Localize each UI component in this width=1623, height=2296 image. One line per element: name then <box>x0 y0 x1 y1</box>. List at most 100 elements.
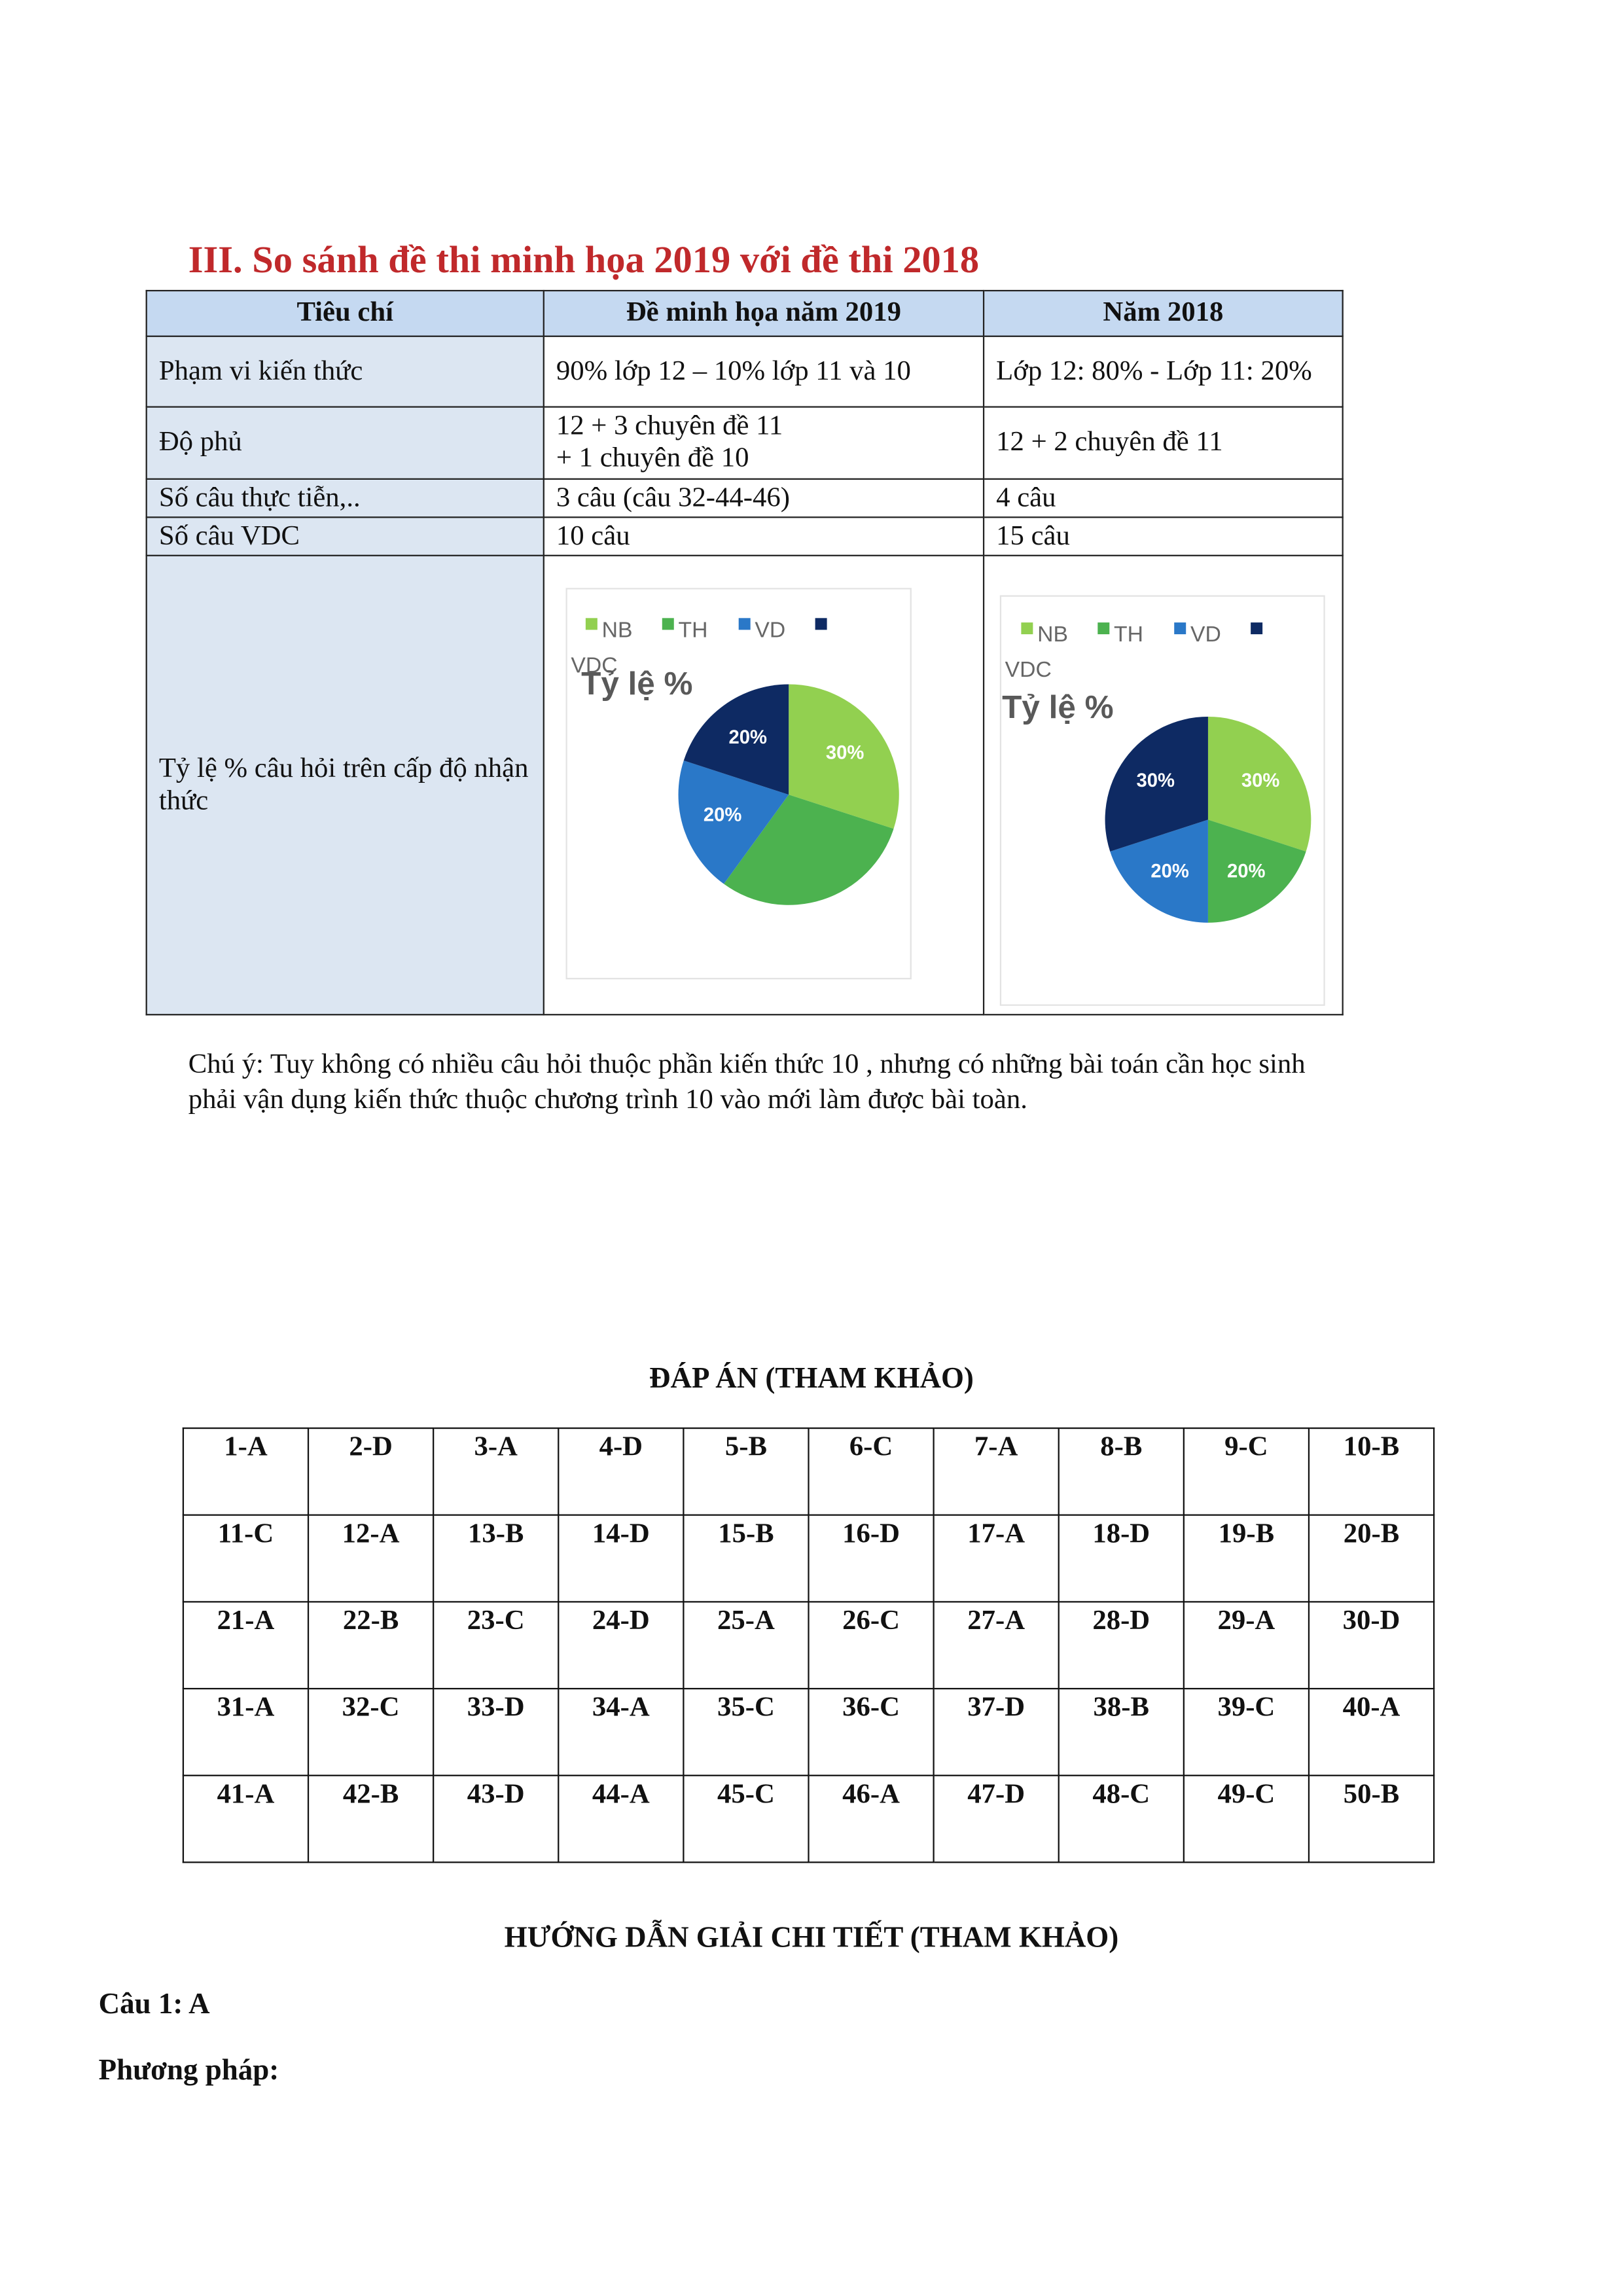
cell: Phạm vi kiến thức <box>145 335 544 408</box>
answer-table: 1-A 2-D 3-A 4-D 5-B 6-C 7-A 8-B 9-C 10-B 11-C 12-A 1… <box>182 1427 1435 1863</box>
answer-cell: 48-C <box>1058 1774 1185 1863</box>
answer-cell: 46-A <box>808 1774 935 1863</box>
slice-label: 30% <box>1241 770 1280 791</box>
answer-cell: 19-B <box>1183 1514 1310 1603</box>
answer-cell: 40-A <box>1308 1687 1435 1776</box>
legend-label: TH <box>1114 622 1143 647</box>
answer-cell: 21-A <box>182 1601 310 1690</box>
cell: Tỷ lệ % câu hỏi trên cấp độ nhận thức <box>145 554 544 1016</box>
legend-swatch <box>1097 622 1110 635</box>
legend-label: VD <box>1190 622 1221 647</box>
answer-cell: 43-D <box>433 1774 560 1863</box>
answer-cell: 6-C <box>808 1427 935 1516</box>
legend-swatch <box>662 618 674 630</box>
answer-cell: 24-D <box>558 1601 685 1690</box>
cell: 12 + 3 chuyên đề 11 + 1 chuyên đề 10 <box>543 406 985 480</box>
pie-slice <box>1110 819 1208 923</box>
answer-cell: 22-B <box>307 1601 435 1690</box>
answer-cell: 33-D <box>433 1687 560 1776</box>
answer-row: 1-A 2-D 3-A 4-D 5-B 6-C 7-A 8-B 9-C 10-B <box>182 1427 1435 1516</box>
legend-label: NB <box>1037 622 1068 647</box>
legend-label: VDC <box>571 653 617 677</box>
section-heading: III. So sánh đề thi minh họa 2019 với đề… <box>188 238 980 281</box>
slice-label: 20% <box>704 805 742 826</box>
cell: 15 câu <box>982 516 1344 556</box>
legend-swatch <box>738 618 751 630</box>
solution-title: HƯỚNG DẪN GIẢI CHI TIẾT (THAM KHẢO) <box>504 1922 1119 1954</box>
answer-row: 21-A 22-B 23-C 24-D 25-A 26-C 27-A 28-D 29-A 30-D <box>182 1601 1435 1690</box>
row: Độ phủ 12 + 3 chuyên đề 11 + 1 chuyên đề … <box>145 406 1344 480</box>
method-label: Phương pháp: <box>98 2054 279 2087</box>
cell: Số câu thực tiễn,.. <box>145 478 544 518</box>
slice-label: 20% <box>1227 861 1266 882</box>
legend-label: VD <box>755 617 785 642</box>
answer-cell: 15-B <box>683 1514 810 1603</box>
answer-cell: 9-C <box>1183 1427 1310 1516</box>
answer-cell: 45-C <box>683 1774 810 1863</box>
pie-slice <box>789 684 899 829</box>
answer-cell: 16-D <box>808 1514 935 1603</box>
answer-cell: 7-A <box>933 1427 1060 1516</box>
answer-cell: 35-C <box>683 1687 810 1776</box>
answer-cell: 38-B <box>1058 1687 1185 1776</box>
answer-cell: 8-B <box>1058 1427 1185 1516</box>
slice-label: 20% <box>1150 861 1189 882</box>
answer-cell: 2-D <box>307 1427 435 1516</box>
legend-swatch <box>1251 622 1263 635</box>
answer-cell: 47-D <box>933 1774 1060 1863</box>
answer-cell: 14-D <box>558 1514 685 1603</box>
question-label: Câu 1: A <box>98 1988 210 2021</box>
answer-cell: 42-B <box>307 1774 435 1863</box>
slice-label: 20% <box>728 727 767 748</box>
answer-cell: 26-C <box>808 1601 935 1690</box>
answer-row: 11-C 12-A 13-B 14-D 15-B 16-D 17-A 18-D 19-B 20-B <box>182 1514 1435 1603</box>
pie-slice <box>1105 716 1208 852</box>
answer-cell: 20-B <box>1308 1514 1435 1603</box>
answer-cell: 23-C <box>433 1601 560 1690</box>
answer-cell: 30-D <box>1308 1601 1435 1690</box>
answer-cell: 28-D <box>1058 1601 1185 1690</box>
answer-cell: 5-B <box>683 1427 810 1516</box>
row: Số câu thực tiễn,.. 3 câu (câu 32-44-46)… <box>145 478 1344 518</box>
answer-cell: 37-D <box>933 1687 1060 1776</box>
slice-label: 30% <box>1136 770 1175 791</box>
answer-cell: 13-B <box>433 1514 560 1603</box>
note: Chú ý: Tuy không có nhiều câu hỏi thuộc … <box>188 1049 1306 1115</box>
header-row: Tiêu chí Đề minh họa năm 2019 Năm 2018 <box>145 289 1344 337</box>
answer-cell: 4-D <box>558 1427 685 1516</box>
legend-label: VDC <box>1005 657 1052 682</box>
pie-slice <box>683 684 789 795</box>
header-cell: Năm 2018 <box>982 289 1344 337</box>
answer-row: 31-A 32-C 33-D 34-A 35-C 36-C 37-D 38-B 39-C 40-A <box>182 1687 1435 1776</box>
answer-cell: 50-B <box>1308 1774 1435 1863</box>
answer-cell: 1-A <box>182 1427 310 1516</box>
cell: 10 câu <box>543 516 985 556</box>
legend-swatch <box>1174 622 1186 635</box>
pie-slice <box>1207 819 1306 923</box>
legend-label: NB <box>602 617 633 642</box>
answer-cell: 29-A <box>1183 1601 1310 1690</box>
cell: 90% lớp 12 – 10% lớp 11 và 10 <box>543 335 985 408</box>
chart-title: Tỷ lệ % <box>1002 689 1113 725</box>
cell: 12 + 2 chuyên đề 11 <box>982 406 1344 480</box>
answer-cell: 12-A <box>307 1514 435 1603</box>
header-cell: Tiêu chí <box>145 289 544 337</box>
answer-cell: 10-B <box>1308 1427 1435 1516</box>
header-cell: Đề minh họa năm 2019 <box>543 289 985 337</box>
row: Số câu VDC 10 câu 15 câu <box>145 516 1344 556</box>
cell: 4 câu <box>982 478 1344 518</box>
cell: Lớp 12: 80% - Lớp 11: 20% <box>982 335 1344 408</box>
answer-cell: 34-A <box>558 1687 685 1776</box>
answer-cell: 11-C <box>182 1514 310 1603</box>
pie-slice <box>1207 716 1311 852</box>
cell: Số câu VDC <box>145 516 544 556</box>
legend-swatch <box>815 618 827 630</box>
answer-cell: 25-A <box>683 1601 810 1690</box>
legend-label: TH <box>679 617 708 642</box>
legend-swatch <box>585 618 597 630</box>
cell-line: + 1 chuyên đề 10 <box>556 442 749 474</box>
answer-cell: 44-A <box>558 1774 685 1863</box>
